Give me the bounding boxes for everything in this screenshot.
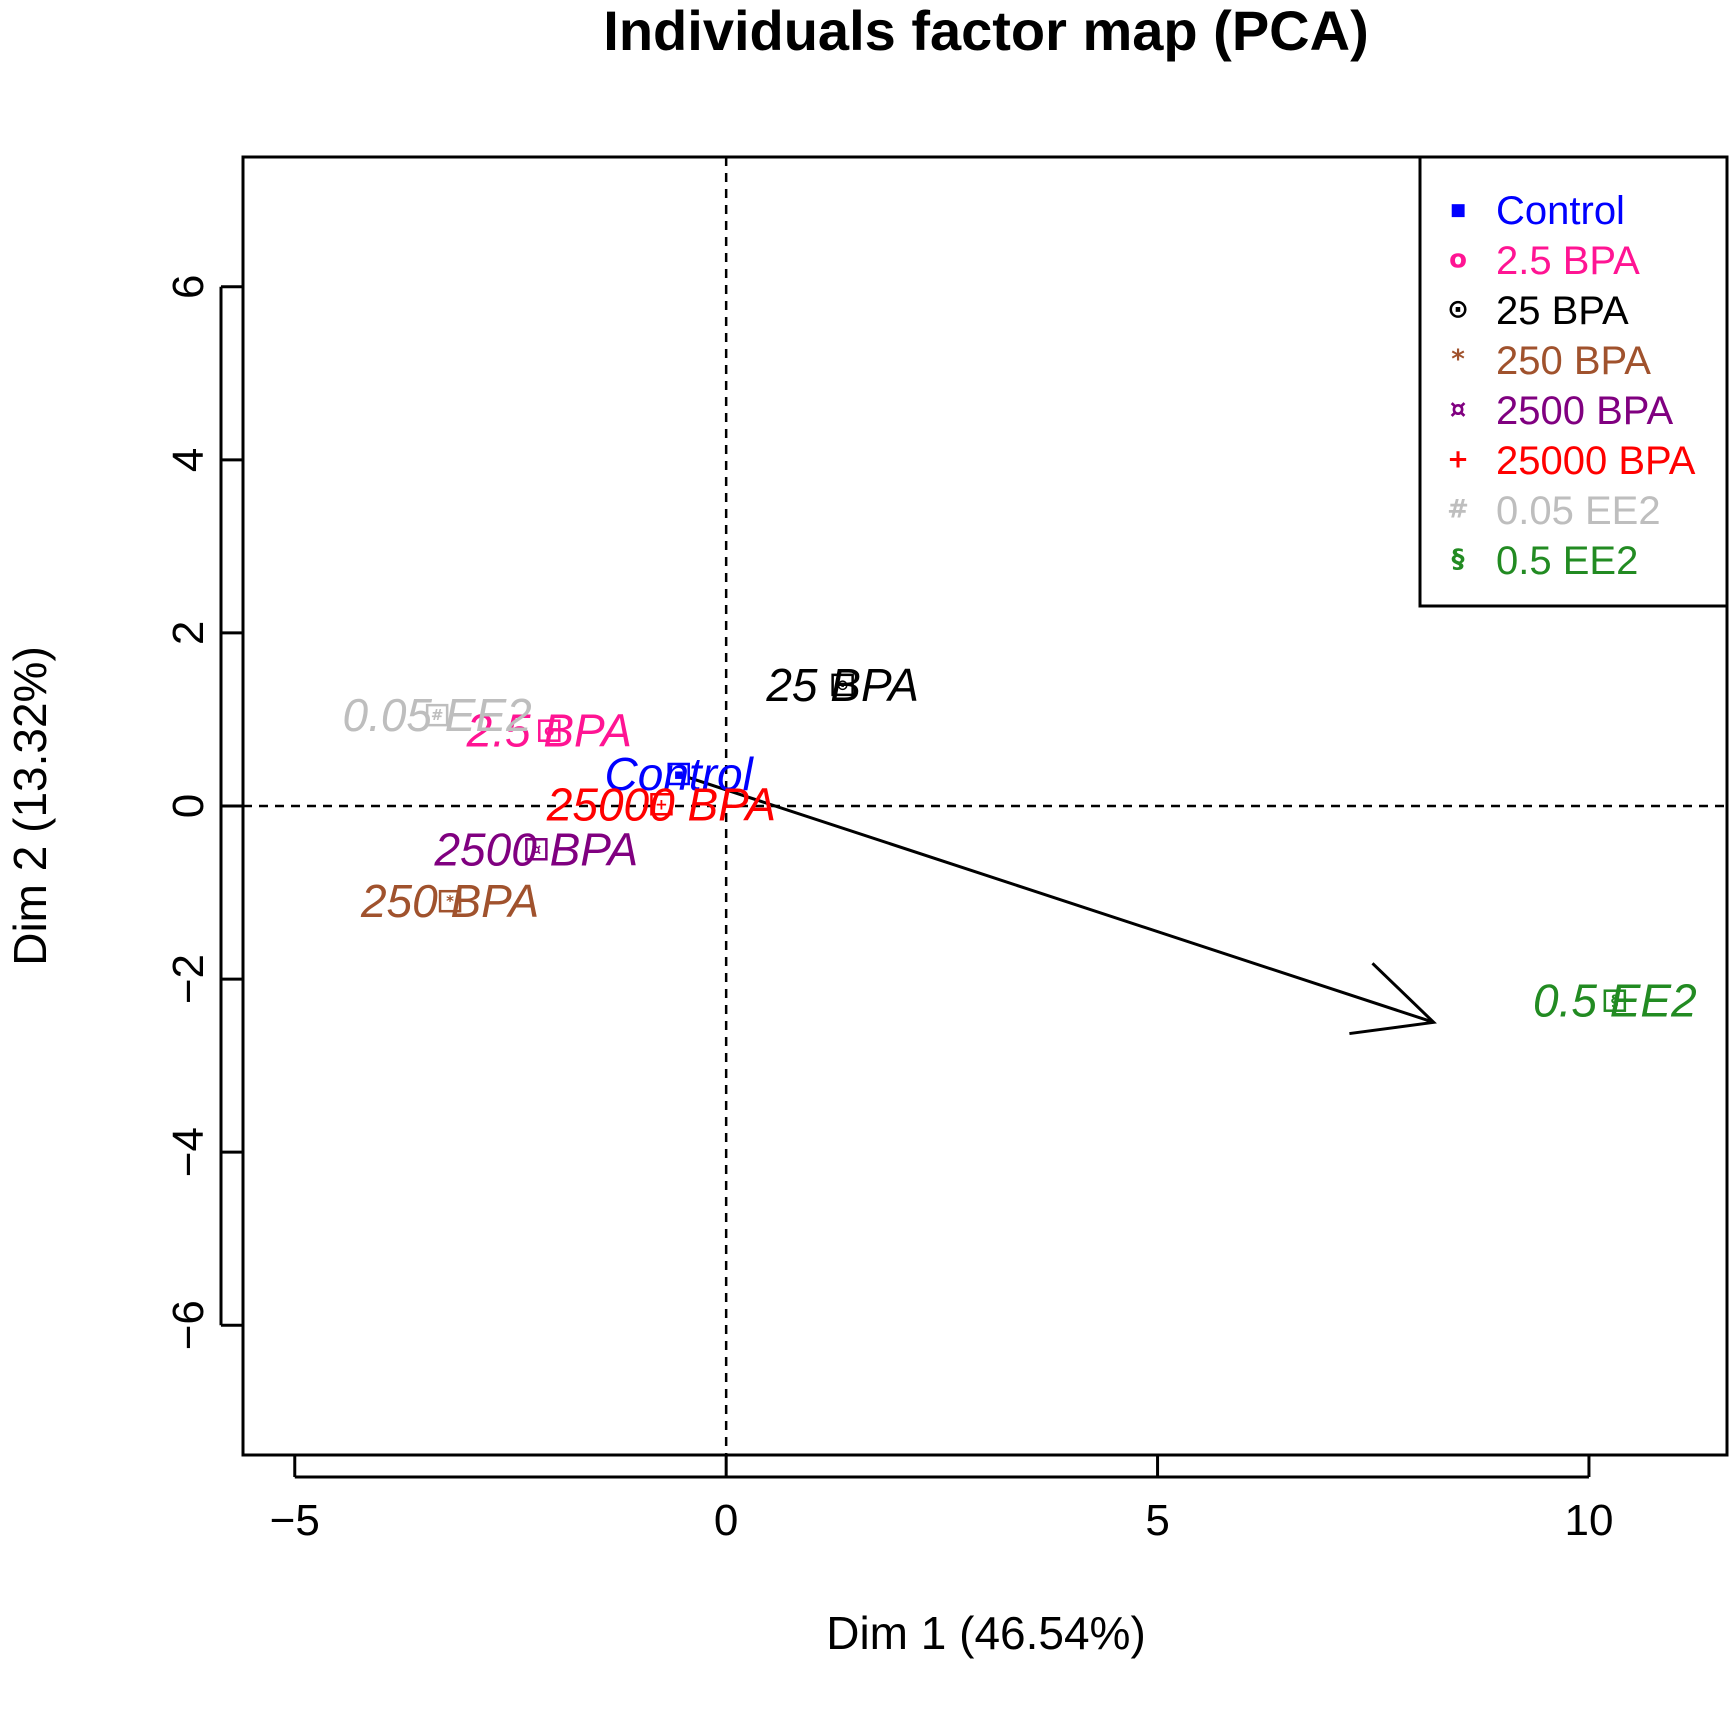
y-tick-label: 0	[164, 794, 213, 818]
legend-0-5-ee2-label: 0.5 EE2	[1496, 539, 1638, 583]
point-0-5-ee2-marker: §	[1603, 989, 1627, 1012]
legend-25000-bpa-entry: +25000 BPA	[1447, 439, 1696, 483]
chart-title: Individuals factor map (PCA)	[603, 0, 1368, 62]
point-250-bpa-marker: *	[438, 889, 462, 913]
point-25-bpa-square	[831, 673, 854, 697]
legend-0-5-ee2-symbol: §	[1452, 545, 1465, 575]
x-axis-label: Dim 1 (46.54%)	[826, 1607, 1146, 1659]
legend-control-entry: ▪ Control	[1449, 189, 1625, 233]
legend-0-5-ee2-entry: § 0.5 EE2	[1452, 539, 1639, 583]
point-control-label: Control	[605, 748, 755, 800]
point-control-square	[667, 762, 690, 786]
point-2500-bpa-symbol: ¤	[532, 840, 542, 858]
point-25000-bpa-square	[650, 793, 673, 816]
point-0-5-ee2-symbol: §	[1611, 992, 1619, 1010]
point-0-05-ee2-square	[425, 703, 449, 727]
legend-2500-bpa-entry: ¤ 2500 BPA	[1450, 389, 1674, 433]
x-tick-label: 10	[1564, 1496, 1613, 1545]
point-2-5-bpa-marker: o	[538, 719, 561, 742]
legend-2-5-bpa-symbol: o	[1449, 245, 1467, 275]
point-2500-bpa-square	[525, 838, 548, 861]
point-0-05-ee2-label: 0.05 EE2	[342, 689, 531, 741]
point-250-bpa-label: 250 BPA	[360, 875, 539, 927]
point-25-bpa-label: 25 BPA	[765, 659, 919, 711]
point-2500-bpa-label: 2500 BPA	[433, 823, 638, 875]
point-2-5-bpa-label: 2.5 BPA	[466, 705, 632, 757]
point-0-5-ee2-label: 0.5 EE2	[1533, 975, 1697, 1027]
point-0-05-ee2-marker: #	[425, 703, 449, 727]
point-25-bpa-symbol: ⊙	[836, 676, 849, 694]
point-250-bpa-symbol: *	[446, 892, 454, 910]
point-25-bpa-marker: ⊙	[831, 673, 854, 697]
legend-250-bpa-symbol: *	[1451, 345, 1465, 375]
legend-25-bpa-label: 25 BPA	[1496, 289, 1629, 333]
y-tick-label: 2	[164, 621, 213, 645]
point-control-marker: ▪	[667, 762, 690, 786]
y-axis-label: Dim 2 (13.32%)	[4, 646, 56, 966]
y-tick-label: 4	[164, 448, 213, 472]
legend-0-05-ee2-symbol: #	[1447, 495, 1469, 525]
y-tick-label: 6	[164, 275, 213, 299]
legend-25-bpa-entry: ⊙ 25 BPA	[1447, 289, 1629, 333]
legend: ▪ Control o 2.5 BPA ⊙ 25 BPA * 250 BPA ¤ 2500 BPA…	[1418, 155, 1729, 608]
point-2500-bpa-marker: ¤	[525, 838, 548, 861]
y-tick-label: −6	[164, 1300, 213, 1350]
legend-box	[1418, 155, 1729, 608]
reference-lines	[243, 157, 1727, 1455]
x-axis: −5 0 5 10	[270, 1455, 1613, 1545]
point-25000-bpa-label: 25000 BPA	[546, 778, 776, 830]
x-tick-label: 0	[714, 1496, 738, 1545]
arrow-layer	[682, 774, 1437, 1036]
point-250-bpa-square	[438, 889, 462, 913]
legend-control-symbol: ▪	[1449, 195, 1467, 225]
y-axis: −6 −4 −2 0 2 4 6	[164, 275, 243, 1350]
legend-2500-bpa-label: 2500 BPA	[1496, 389, 1673, 433]
point-2-5-bpa-symbol: o	[544, 722, 554, 740]
legend-25000-bpa-symbol: +	[1447, 445, 1469, 475]
legend-2-5-bpa-label: 2.5 BPA	[1496, 239, 1640, 283]
point-control-symbol: ▪	[674, 765, 684, 783]
y-tick-label: −2	[164, 954, 213, 1004]
point-2-5-bpa-square	[538, 719, 561, 742]
legend-0-05-ee2-label: 0.05 EE2	[1496, 489, 1661, 533]
point-0-05-ee2-symbol: #	[431, 706, 444, 724]
x-tick-label: −5	[270, 1496, 320, 1545]
legend-control-label: Control	[1496, 189, 1625, 233]
y-tick-label: −4	[164, 1127, 213, 1177]
legend-25-bpa-symbol: ⊙	[1447, 295, 1469, 325]
legend-2-5-bpa-entry: o 2.5 BPA	[1449, 239, 1640, 283]
legend-250-bpa-label: 250 BPA	[1496, 339, 1651, 383]
legend-2500-bpa-symbol: ¤	[1450, 395, 1467, 425]
arrow	[682, 774, 1437, 1036]
point-25000-bpa-marker: +	[650, 793, 673, 816]
point-0-5-ee2-square	[1603, 989, 1627, 1012]
legend-250-bpa-entry: * 250 BPA	[1451, 339, 1651, 383]
legend-0-05-ee2-entry: #0.05 EE2	[1447, 489, 1660, 533]
point-markers: ▪ o ⊙ * ¤ + # §	[425, 673, 1627, 1012]
legend-25000-bpa-label: 25000 BPA	[1496, 439, 1696, 483]
x-tick-label: 5	[1145, 1496, 1169, 1545]
point-25000-bpa-symbol: +	[655, 795, 668, 813]
